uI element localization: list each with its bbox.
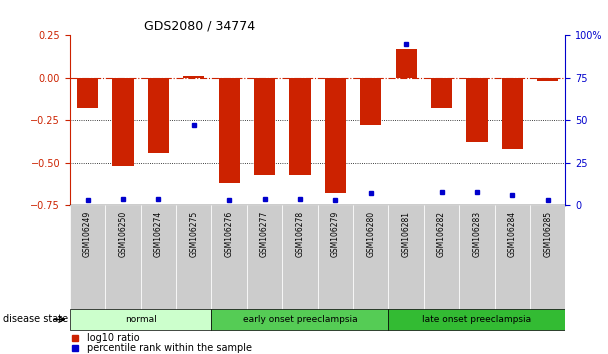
Bar — [77, 78, 98, 108]
Text: GSM106279: GSM106279 — [331, 211, 340, 257]
Bar — [70, 205, 105, 312]
Bar — [219, 78, 240, 183]
Bar — [396, 49, 417, 78]
Text: disease state: disease state — [3, 314, 68, 325]
Bar — [502, 78, 523, 149]
Bar — [537, 78, 558, 81]
Text: GDS2080 / 34774: GDS2080 / 34774 — [144, 20, 255, 33]
Text: GSM106250: GSM106250 — [119, 211, 128, 257]
Bar — [459, 205, 495, 312]
Bar — [530, 205, 565, 312]
Text: percentile rank within the sample: percentile rank within the sample — [88, 343, 252, 353]
Bar — [466, 78, 488, 142]
Text: early onset preeclampsia: early onset preeclampsia — [243, 315, 358, 324]
Text: GSM106274: GSM106274 — [154, 211, 163, 257]
Bar — [431, 78, 452, 108]
Text: late onset preeclampsia: late onset preeclampsia — [423, 315, 531, 324]
Text: GSM106281: GSM106281 — [402, 211, 410, 257]
Text: log10 ratio: log10 ratio — [88, 333, 140, 343]
Bar — [289, 78, 311, 175]
Text: GSM106280: GSM106280 — [366, 211, 375, 257]
Bar — [282, 205, 317, 312]
Bar — [148, 78, 169, 153]
Bar — [112, 78, 134, 166]
Bar — [70, 309, 212, 330]
Bar — [212, 205, 247, 312]
Text: GSM106249: GSM106249 — [83, 211, 92, 257]
Bar — [317, 205, 353, 312]
Text: GSM106284: GSM106284 — [508, 211, 517, 257]
Text: GSM106282: GSM106282 — [437, 211, 446, 257]
Text: GSM106277: GSM106277 — [260, 211, 269, 257]
Bar — [353, 205, 389, 312]
Text: GSM106275: GSM106275 — [189, 211, 198, 257]
Bar — [183, 76, 204, 78]
Bar — [424, 205, 459, 312]
Bar — [105, 205, 140, 312]
Bar — [247, 205, 282, 312]
Bar — [325, 78, 346, 193]
Bar — [176, 205, 212, 312]
Text: GSM106285: GSM106285 — [543, 211, 552, 257]
Bar — [360, 78, 381, 125]
Text: GSM106283: GSM106283 — [472, 211, 482, 257]
Bar — [389, 309, 565, 330]
Bar — [254, 78, 275, 175]
Text: GSM106278: GSM106278 — [295, 211, 305, 257]
Text: GSM106276: GSM106276 — [225, 211, 233, 257]
Bar — [495, 205, 530, 312]
Text: normal: normal — [125, 315, 157, 324]
Bar — [212, 309, 389, 330]
Bar — [389, 205, 424, 312]
Bar — [140, 205, 176, 312]
